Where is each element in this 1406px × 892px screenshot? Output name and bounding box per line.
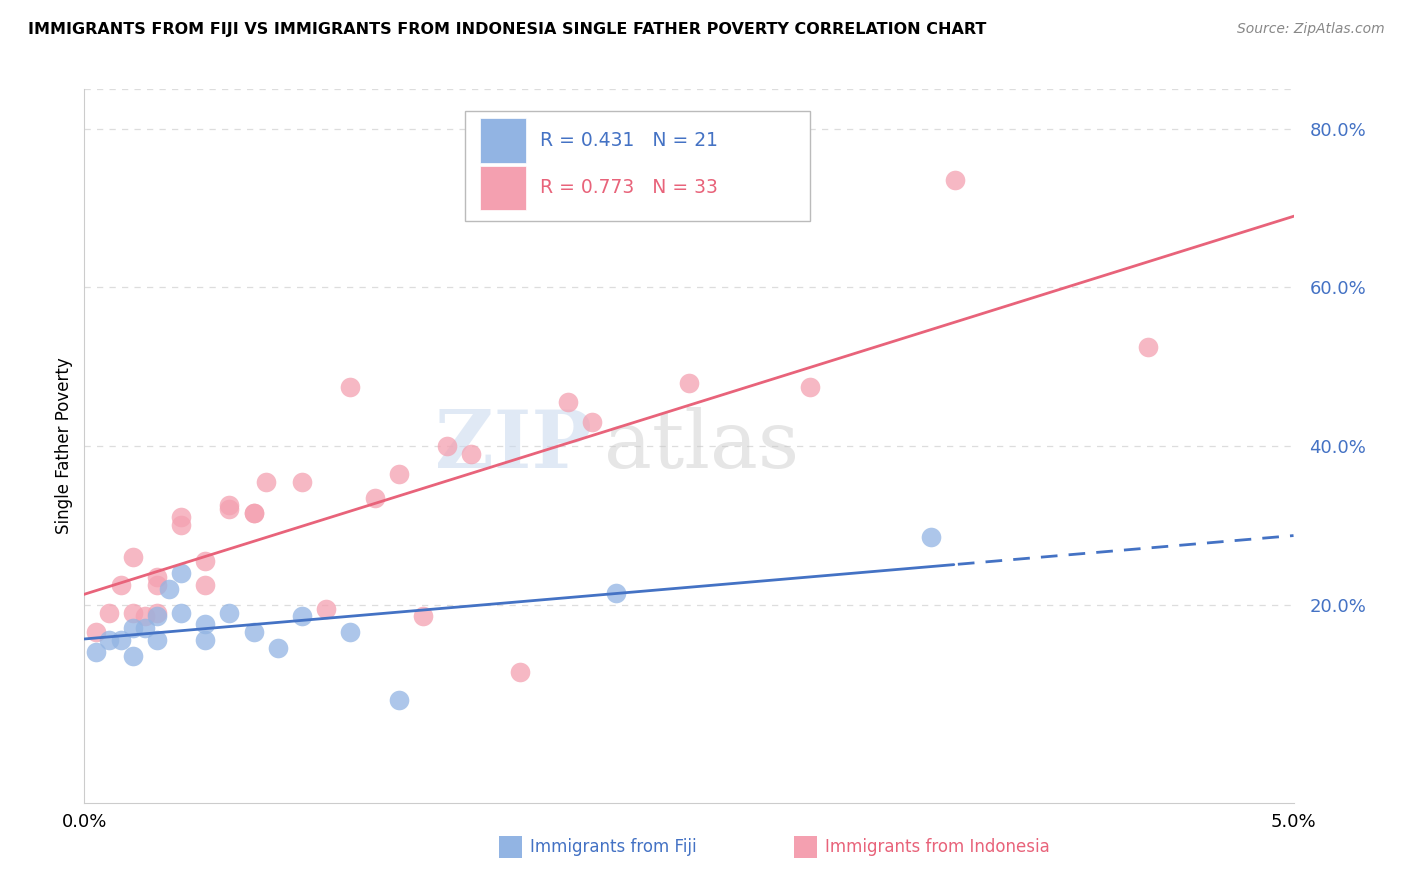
Point — [146, 609, 169, 624]
Point — [170, 606, 193, 620]
Text: atlas: atlas — [605, 407, 800, 485]
Point — [97, 606, 120, 620]
Point — [97, 633, 120, 648]
Bar — [499, 836, 522, 858]
Point — [363, 491, 385, 505]
Point — [121, 649, 143, 664]
Point — [110, 633, 132, 648]
Text: Immigrants from Indonesia: Immigrants from Indonesia — [825, 838, 1050, 856]
Bar — [479, 166, 526, 210]
Point — [134, 621, 156, 635]
Point — [339, 625, 361, 640]
Point — [121, 606, 143, 620]
Point — [146, 570, 169, 584]
Text: R = 0.773   N = 33: R = 0.773 N = 33 — [540, 178, 718, 197]
Bar — [479, 119, 526, 162]
Point — [242, 507, 264, 521]
Point — [146, 633, 169, 648]
Point — [291, 475, 314, 489]
Text: R = 0.431   N = 21: R = 0.431 N = 21 — [540, 131, 718, 150]
Point — [170, 566, 193, 580]
Point — [86, 645, 108, 659]
Point — [557, 395, 579, 409]
Y-axis label: Single Father Poverty: Single Father Poverty — [55, 358, 73, 534]
FancyBboxPatch shape — [465, 111, 810, 221]
Point — [170, 518, 193, 533]
Point — [291, 609, 314, 624]
Point — [1137, 340, 1160, 354]
Point — [242, 507, 264, 521]
Point — [388, 692, 411, 706]
Point — [218, 606, 240, 620]
Point — [121, 549, 143, 564]
Point — [412, 609, 434, 624]
Point — [218, 502, 240, 516]
Point — [110, 578, 132, 592]
Point — [194, 633, 217, 648]
Point — [605, 585, 627, 599]
Point — [388, 467, 411, 481]
Point — [509, 665, 531, 679]
Point — [254, 475, 277, 489]
Point — [242, 625, 264, 640]
Bar — [794, 836, 817, 858]
Point — [146, 578, 169, 592]
Point — [678, 376, 700, 390]
Point — [170, 510, 193, 524]
Point — [134, 609, 156, 624]
Point — [799, 379, 821, 393]
Point — [267, 641, 290, 656]
Point — [146, 606, 169, 620]
Point — [218, 499, 240, 513]
Point — [86, 625, 108, 640]
Point — [920, 530, 942, 544]
Point — [581, 415, 603, 429]
Point — [194, 554, 217, 568]
Point — [194, 617, 217, 632]
Point — [436, 439, 458, 453]
Text: Immigrants from Fiji: Immigrants from Fiji — [530, 838, 697, 856]
Point — [121, 621, 143, 635]
Text: Source: ZipAtlas.com: Source: ZipAtlas.com — [1237, 22, 1385, 37]
Point — [194, 578, 217, 592]
Point — [339, 379, 361, 393]
Text: ZIP: ZIP — [436, 407, 592, 485]
Point — [157, 582, 180, 596]
Point — [943, 173, 966, 187]
Point — [460, 447, 482, 461]
Point — [315, 601, 337, 615]
Text: IMMIGRANTS FROM FIJI VS IMMIGRANTS FROM INDONESIA SINGLE FATHER POVERTY CORRELAT: IMMIGRANTS FROM FIJI VS IMMIGRANTS FROM … — [28, 22, 987, 37]
